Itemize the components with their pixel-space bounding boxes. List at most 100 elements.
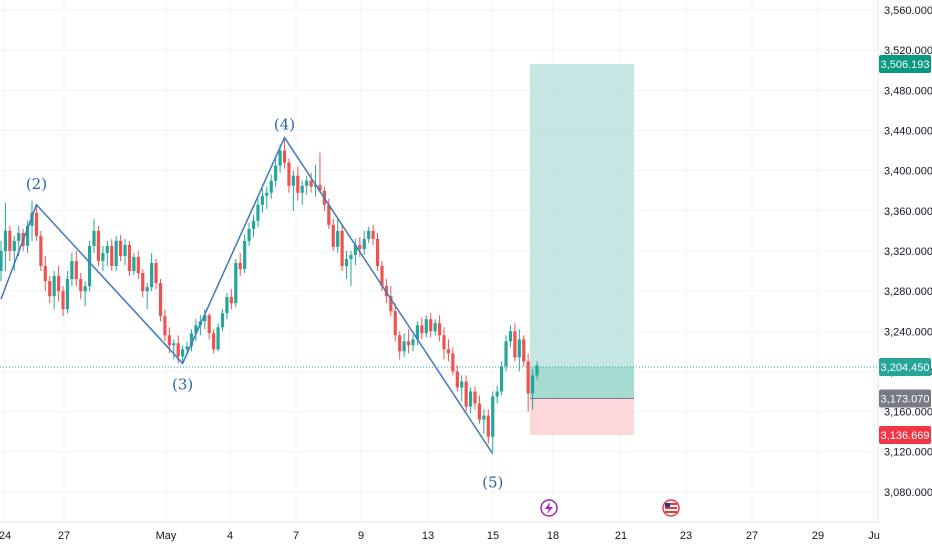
event-markers[interactable]: [540, 499, 680, 517]
us-flag-icon[interactable]: [662, 499, 680, 517]
candle[interactable]: [101, 245, 105, 272]
candle[interactable]: [375, 232, 380, 272]
candle[interactable]: [110, 238, 114, 272]
candle[interactable]: [3, 202, 8, 272]
candle[interactable]: [136, 250, 140, 280]
candle[interactable]: [522, 335, 526, 367]
candle[interactable]: [393, 303, 397, 342]
candle[interactable]: [504, 335, 508, 372]
candle[interactable]: [189, 329, 194, 352]
candle[interactable]: [163, 309, 167, 342]
candles[interactable]: [0, 137, 539, 452]
candle[interactable]: [34, 204, 39, 241]
candle[interactable]: [362, 230, 366, 255]
candle[interactable]: [251, 214, 256, 237]
candle[interactable]: [442, 327, 446, 360]
candle[interactable]: [517, 329, 521, 372]
candle[interactable]: [411, 335, 415, 352]
candle[interactable]: [495, 385, 499, 404]
candle[interactable]: [406, 329, 411, 354]
candle[interactable]: [141, 269, 145, 298]
candle[interactable]: [451, 347, 455, 376]
candle[interactable]: [473, 386, 477, 410]
candle[interactable]: [256, 198, 260, 227]
candle[interactable]: [274, 158, 278, 187]
y-axis[interactable]: 3,560.000 3,520.000 3,480.000 3,440.000 3,40…: [877, 0, 932, 522]
candle[interactable]: [296, 166, 300, 201]
candle[interactable]: [30, 200, 34, 241]
candle[interactable]: [158, 279, 163, 322]
candle[interactable]: [79, 273, 83, 300]
candle[interactable]: [181, 345, 185, 363]
candle[interactable]: [65, 271, 70, 314]
candle[interactable]: [70, 252, 74, 287]
candle[interactable]: [229, 289, 233, 310]
candle[interactable]: [358, 236, 362, 257]
candle[interactable]: [371, 224, 375, 245]
candle[interactable]: [300, 180, 304, 205]
candle[interactable]: [247, 222, 251, 246]
candle[interactable]: [415, 321, 420, 346]
candle[interactable]: [74, 250, 78, 287]
candle[interactable]: [150, 252, 154, 292]
candle[interactable]: [508, 325, 513, 348]
candle[interactable]: [119, 234, 123, 261]
candle[interactable]: [437, 315, 442, 342]
lightning-icon[interactable]: [540, 499, 558, 517]
candle[interactable]: [477, 395, 482, 424]
candle[interactable]: [429, 313, 433, 338]
candle[interactable]: [132, 252, 136, 276]
candle[interactable]: [336, 218, 340, 253]
candle[interactable]: [535, 361, 539, 380]
candle[interactable]: [114, 235, 118, 272]
candle[interactable]: [349, 250, 353, 287]
candle[interactable]: [344, 250, 349, 280]
candle[interactable]: [83, 281, 87, 307]
candle[interactable]: [172, 339, 176, 360]
candle[interactable]: [278, 144, 282, 173]
candle[interactable]: [39, 230, 43, 272]
candle[interactable]: [331, 218, 335, 251]
candle[interactable]: [309, 172, 313, 193]
candle[interactable]: [88, 240, 92, 292]
candle[interactable]: [491, 391, 495, 452]
candle[interactable]: [260, 188, 264, 213]
candle[interactable]: [216, 323, 220, 352]
candle[interactable]: [486, 409, 490, 444]
candle[interactable]: [460, 375, 464, 402]
candle[interactable]: [367, 226, 371, 243]
candle[interactable]: [61, 286, 65, 317]
candle[interactable]: [340, 224, 344, 272]
candle[interactable]: [96, 225, 101, 267]
candle[interactable]: [194, 319, 198, 342]
candle[interactable]: [424, 315, 428, 338]
candle[interactable]: [389, 286, 393, 317]
candle[interactable]: [123, 238, 127, 266]
candle[interactable]: [52, 271, 56, 310]
candle[interactable]: [455, 365, 459, 392]
wave-line[interactable]: [0, 135, 494, 455]
profit-zone[interactable]: [530, 64, 634, 399]
candle[interactable]: [287, 158, 291, 193]
candle[interactable]: [25, 220, 30, 253]
candle[interactable]: [446, 339, 451, 362]
candle[interactable]: [225, 293, 229, 320]
candle[interactable]: [127, 240, 132, 277]
candle[interactable]: [282, 137, 287, 169]
candle[interactable]: [420, 317, 424, 340]
candle[interactable]: [353, 238, 357, 266]
candle[interactable]: [526, 353, 530, 412]
candle[interactable]: [220, 309, 225, 332]
candle[interactable]: [105, 240, 109, 267]
candle[interactable]: [402, 333, 406, 358]
candle[interactable]: [291, 170, 295, 211]
candle[interactable]: [265, 186, 269, 209]
candle[interactable]: [8, 225, 12, 261]
candle[interactable]: [464, 375, 468, 412]
candle[interactable]: [43, 255, 47, 292]
loss-zone[interactable]: [530, 398, 634, 435]
candle[interactable]: [398, 331, 402, 360]
candle[interactable]: [48, 276, 52, 304]
candle[interactable]: [243, 234, 247, 274]
candle[interactable]: [305, 175, 309, 195]
